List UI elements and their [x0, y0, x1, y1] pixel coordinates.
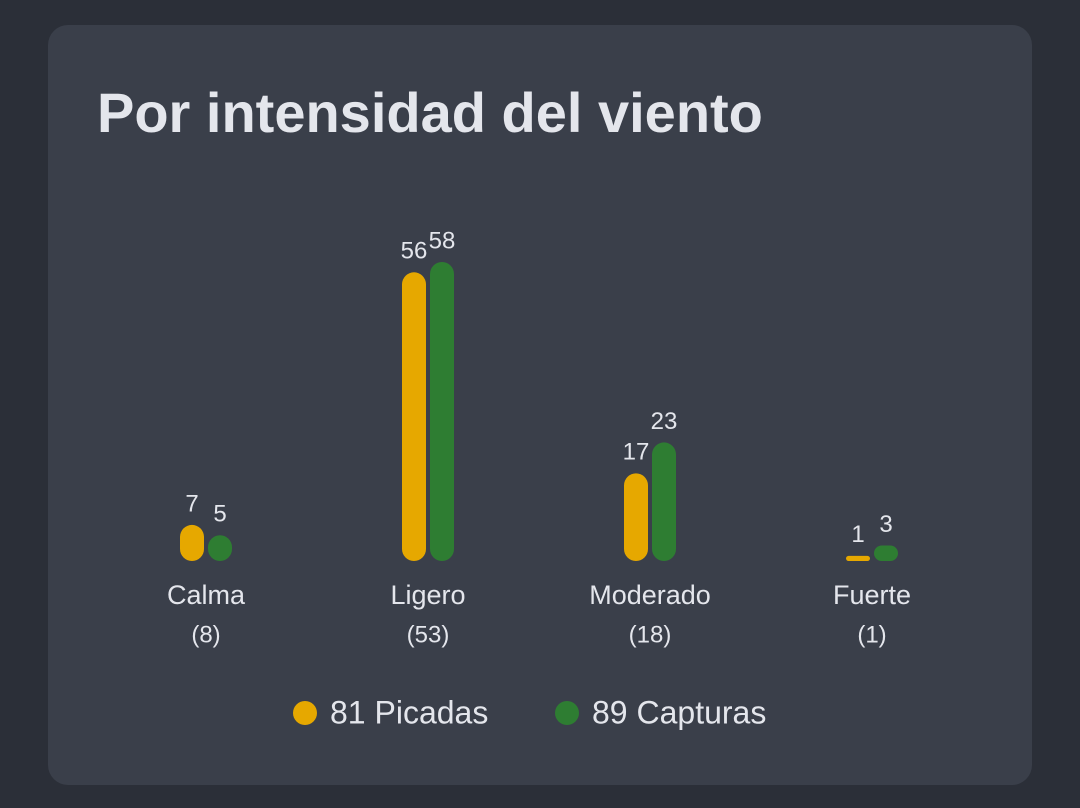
- category-label: Moderado: [589, 580, 711, 610]
- value-label: 5: [213, 501, 226, 528]
- value-label: 56: [401, 238, 428, 265]
- category-note: (8): [191, 621, 220, 648]
- legend-label: 89 Capturas: [592, 694, 766, 730]
- legend-marker: [555, 701, 579, 725]
- bar: [652, 442, 676, 561]
- bar: [846, 555, 870, 561]
- card: [48, 25, 1032, 785]
- bar: [180, 524, 204, 561]
- category-note: (1): [857, 621, 886, 648]
- value-label: 58: [429, 227, 456, 254]
- category-label: Ligero: [390, 580, 465, 610]
- bar: [874, 545, 898, 561]
- category-note: (18): [629, 621, 672, 648]
- bar: [208, 535, 232, 561]
- bar: [624, 473, 648, 561]
- category-label: Fuerte: [833, 580, 911, 610]
- value-label: 3: [879, 511, 892, 538]
- category-label: Calma: [167, 580, 246, 610]
- chart-title: Por intensidad del viento: [97, 81, 763, 144]
- bar: [402, 272, 426, 561]
- legend-marker: [293, 701, 317, 725]
- bar: [430, 262, 454, 561]
- category-note: (53): [407, 621, 450, 648]
- value-label: 17: [623, 439, 650, 466]
- value-label: 23: [651, 408, 678, 435]
- value-label: 7: [185, 490, 198, 517]
- value-label: 1: [851, 521, 864, 548]
- legend-label: 81 Picadas: [330, 694, 488, 730]
